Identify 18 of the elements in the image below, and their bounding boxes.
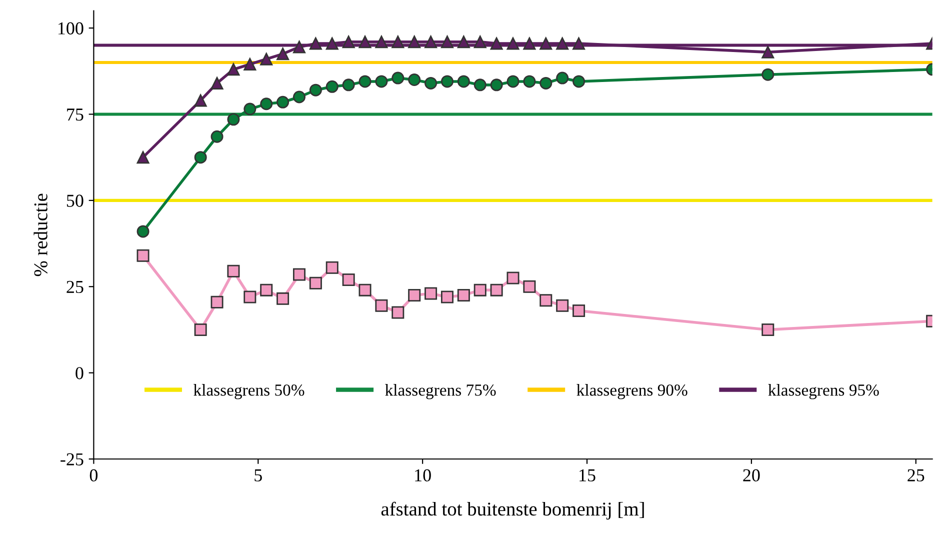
y-tick-label: 75 bbox=[67, 108, 84, 121]
x-axis-title: afstand tot buitenste bomenrij [m] bbox=[381, 502, 644, 520]
x-tick-label: 25 bbox=[908, 469, 924, 482]
x-tick-label: 5 bbox=[254, 469, 262, 482]
y-tick-label: 25 bbox=[66, 280, 84, 294]
y-tick-label: 50 bbox=[66, 194, 84, 207]
legend-label: klassegrens 90% bbox=[576, 384, 688, 400]
y-axis-title: % reductie bbox=[34, 194, 48, 276]
legend-label: klassegrens 50% bbox=[194, 384, 304, 400]
legend-label: klassegrens 75% bbox=[385, 384, 496, 400]
x-tick-label: 10 bbox=[415, 469, 431, 482]
y-tick-label: 100 bbox=[58, 22, 84, 34]
x-tick-label: 0 bbox=[90, 469, 98, 482]
y-tick-label: 0 bbox=[76, 367, 84, 380]
x-tick-label: 15 bbox=[580, 469, 596, 482]
legend-label: klassegrens 95% bbox=[768, 384, 879, 400]
y-tick-label: -25 bbox=[60, 453, 84, 466]
x-tick-label: 20 bbox=[743, 469, 760, 482]
